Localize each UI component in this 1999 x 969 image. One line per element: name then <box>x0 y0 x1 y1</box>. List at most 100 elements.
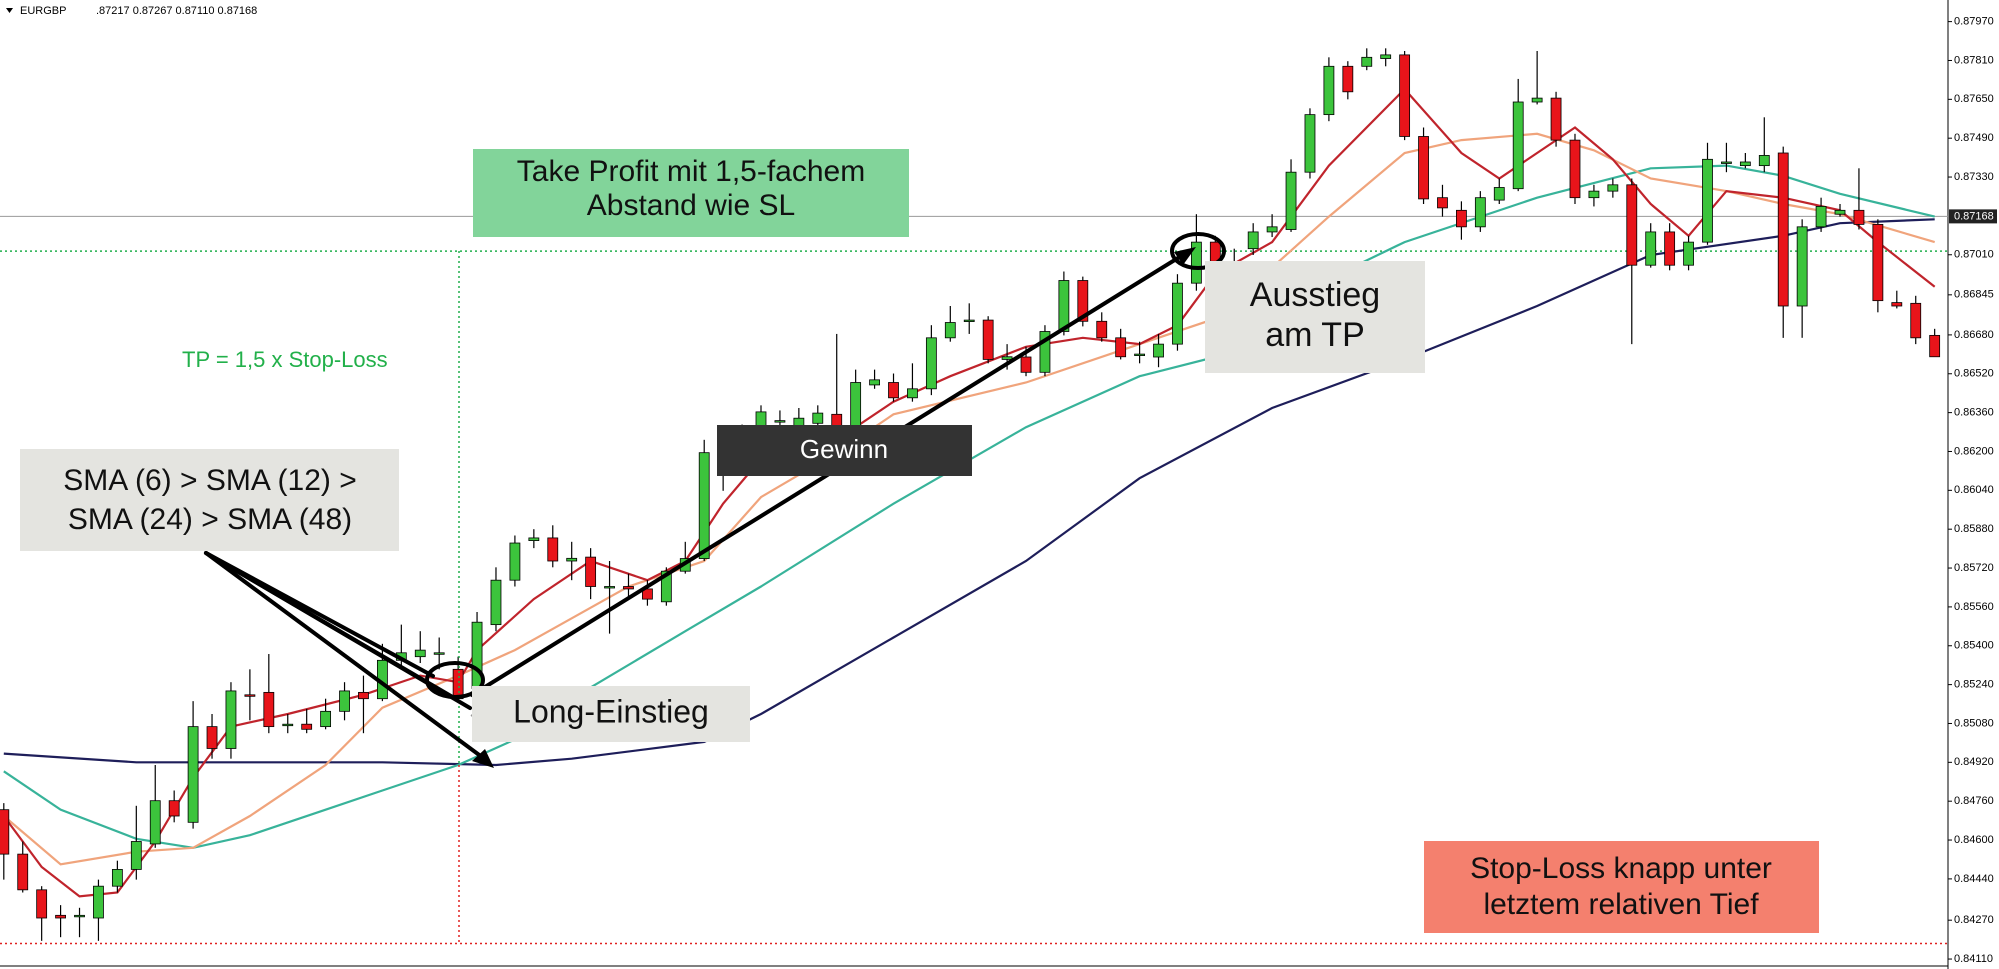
candle-body <box>660 570 672 603</box>
y-tick-label: 0.84110 <box>1954 953 1993 965</box>
candle-body <box>1190 241 1202 284</box>
candle-body <box>187 726 199 823</box>
sma-line: SMA (24) > SMA (48) <box>68 503 352 536</box>
symbol-marker <box>6 8 13 13</box>
candle-body <box>1304 114 1316 173</box>
candle-body <box>1437 197 1448 209</box>
candle-body <box>282 723 294 727</box>
candle-body <box>869 379 880 386</box>
candle-body <box>604 586 615 589</box>
exit-line: am TP <box>1265 316 1365 354</box>
y-tick-label: 0.85080 <box>1954 717 1994 729</box>
y-tick-label: 0.87970 <box>1954 16 1994 28</box>
take-profit-box <box>473 149 909 237</box>
arrow-head <box>472 749 494 768</box>
candle-body <box>774 420 786 423</box>
candle-body <box>907 388 918 399</box>
candle-body <box>358 691 369 700</box>
candle-body <box>982 319 994 360</box>
candle-body <box>17 853 29 891</box>
candle-body <box>1607 184 1619 192</box>
candle-body <box>1153 343 1164 358</box>
candle-body <box>225 690 237 749</box>
profit-box <box>717 425 972 476</box>
plot-area <box>0 48 1948 945</box>
y-tick-label: 0.87010 <box>1954 249 1994 261</box>
candle-body <box>1929 334 1941 358</box>
y-tick-label: 0.84600 <box>1954 834 1994 846</box>
candle-body <box>452 668 464 700</box>
candle-body <box>1834 209 1846 215</box>
candle-body <box>1758 155 1770 167</box>
y-tick-label: 0.86520 <box>1954 368 1994 380</box>
y-tick-label: 0.86680 <box>1954 329 1994 341</box>
y-tick-label: 0.84440 <box>1954 873 1994 885</box>
candle-body <box>963 319 975 322</box>
candle-body <box>642 588 653 600</box>
entry-box <box>472 686 750 742</box>
candle-body <box>1456 209 1467 228</box>
candle-body <box>55 914 66 919</box>
last-price-label: 0.87168 <box>1954 210 1994 222</box>
candle-body <box>471 621 483 689</box>
candle-body <box>1096 320 1108 339</box>
candle-body <box>301 723 313 730</box>
candle-body <box>1910 302 1922 339</box>
candle-body <box>1134 353 1145 356</box>
y-tick-label: 0.85240 <box>1954 679 1994 691</box>
candle-body <box>1474 197 1486 228</box>
candle-body <box>1115 337 1127 358</box>
candle-body <box>509 542 521 581</box>
candle-body <box>1020 356 1032 373</box>
candle-body <box>1815 206 1827 228</box>
y-tick-label: 0.86360 <box>1954 407 1994 419</box>
candle-body <box>1342 65 1354 93</box>
entry-ellipse <box>425 661 485 699</box>
candle-body <box>1739 161 1751 167</box>
exit-line: Ausstieg <box>1250 276 1380 314</box>
candle-body <box>1796 226 1808 307</box>
candle-body <box>698 452 710 559</box>
candle-body <box>74 914 85 918</box>
candle-body <box>1399 54 1411 137</box>
candle-body <box>812 412 824 424</box>
candle-body <box>585 556 597 587</box>
y-tick-label: 0.86845 <box>1954 289 1994 301</box>
candle-body <box>1001 356 1013 360</box>
candle-body <box>1285 171 1297 230</box>
entry-label: Long-Einstieg <box>513 693 709 729</box>
y-tick-label: 0.87490 <box>1954 132 1994 144</box>
candle-body <box>1872 223 1884 302</box>
candle-body <box>1323 65 1335 116</box>
candle-body <box>547 537 559 562</box>
stop-loss-line: Stop-Loss knapp unter <box>1470 852 1772 885</box>
candle-body <box>528 537 540 542</box>
candle-body <box>566 557 578 562</box>
candle-body <box>339 690 350 712</box>
candle-body <box>850 382 862 428</box>
candle-body <box>1172 282 1183 345</box>
candle-body <box>1493 187 1505 201</box>
candle-body <box>1380 54 1392 59</box>
y-tick-label: 0.85880 <box>1954 523 1994 535</box>
y-tick-label: 0.86040 <box>1954 484 1994 496</box>
candle-body <box>206 726 218 749</box>
candle-body <box>1039 331 1051 373</box>
candle-body <box>1683 241 1694 266</box>
candle-body <box>1058 280 1070 332</box>
candle-body <box>623 586 634 590</box>
candle-body <box>1853 209 1865 225</box>
candle-body <box>888 382 899 399</box>
sma-line: SMA (6) > SMA (12) > <box>63 464 356 497</box>
candle-body <box>1626 184 1638 266</box>
candle-body <box>1721 161 1732 164</box>
candle-body <box>0 809 10 855</box>
candle-body <box>490 579 502 626</box>
candle-body <box>149 800 161 845</box>
candle-body <box>1512 101 1524 190</box>
take-profit-line: Take Profit mit 1,5-fachem <box>517 155 865 188</box>
candle-body <box>925 337 937 390</box>
y-tick-label: 0.85720 <box>1954 562 1994 574</box>
